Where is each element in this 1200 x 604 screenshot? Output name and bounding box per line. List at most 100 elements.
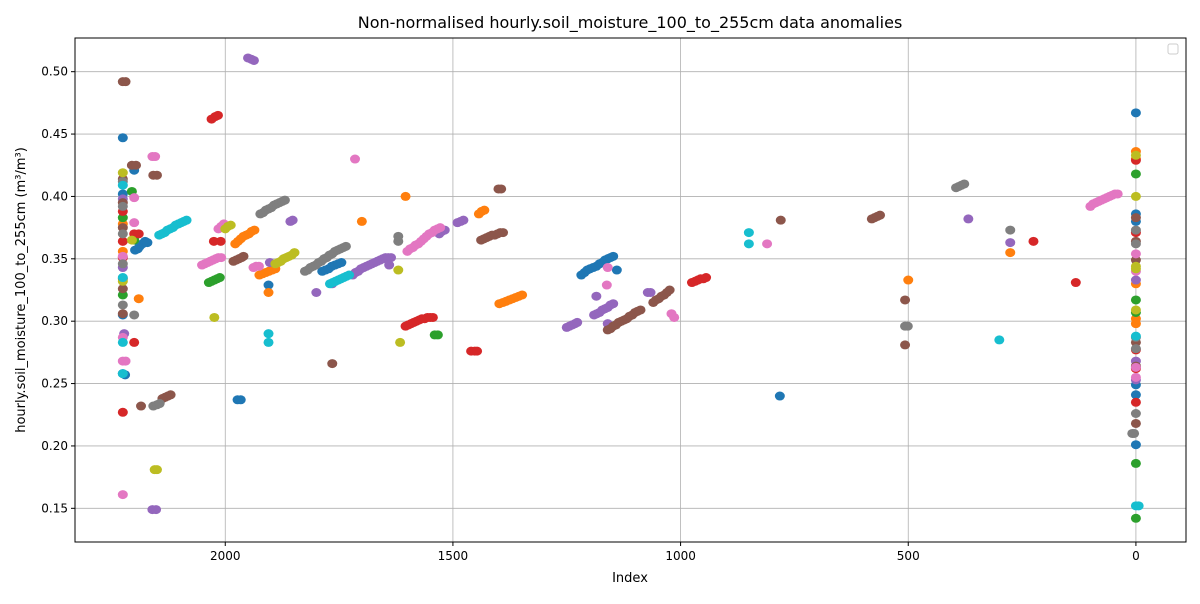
scatter-point — [165, 390, 176, 400]
scatter-point — [1130, 409, 1141, 419]
scatter-point — [150, 152, 161, 162]
scatter-point — [1130, 255, 1141, 265]
scatter-point — [209, 312, 220, 322]
scatter-point — [154, 399, 165, 409]
y-tick-label: 0.20 — [41, 439, 68, 453]
scatter-point — [1112, 189, 1123, 199]
scatter-point — [311, 287, 322, 297]
scatter-point — [775, 215, 786, 225]
scatter-point — [117, 236, 128, 246]
scatter-point — [1005, 248, 1016, 258]
scatter-point — [900, 295, 911, 305]
scatter-point — [1130, 390, 1141, 400]
scatter-point — [1130, 169, 1141, 179]
scatter-point — [289, 248, 300, 258]
scatter-point — [1130, 239, 1141, 249]
scatter-point — [117, 213, 128, 223]
y-tick-label: 0.50 — [41, 65, 68, 79]
plot-area — [75, 38, 1186, 542]
scatter-point — [572, 317, 583, 327]
scatter-point — [129, 337, 140, 347]
scatter-point — [393, 265, 404, 275]
y-tick-label: 0.45 — [41, 127, 68, 141]
scatter-point — [743, 239, 754, 249]
scatter-point — [336, 258, 347, 268]
scatter-point — [129, 218, 140, 228]
scatter-points — [117, 53, 1144, 523]
scatter-point — [645, 287, 656, 297]
scatter-point — [117, 229, 128, 239]
scatter-point — [238, 251, 249, 261]
scatter-point — [1130, 249, 1141, 259]
scatter-point — [517, 290, 528, 300]
chart-title: Non-normalised hourly.soil_moisture_100_… — [358, 13, 903, 33]
scatter-point — [1129, 428, 1140, 438]
scatter-point — [1130, 513, 1141, 523]
legend-box — [1167, 43, 1179, 55]
scatter-point — [1130, 225, 1141, 235]
grid-lines — [75, 38, 1186, 542]
scatter-point — [1130, 331, 1141, 341]
scatter-point — [133, 229, 144, 239]
scatter-point — [131, 160, 142, 170]
scatter-point — [120, 356, 131, 366]
scatter-point — [611, 265, 622, 275]
scatter-point — [384, 260, 395, 270]
scatter-point — [263, 329, 274, 339]
scatter-point — [117, 259, 128, 269]
scatter-point — [1133, 501, 1144, 511]
x-tick-label: 1000 — [665, 549, 696, 563]
scatter-point — [117, 201, 128, 211]
scatter-point — [994, 335, 1005, 345]
scatter-point — [385, 253, 396, 263]
scatter-point — [235, 395, 246, 405]
scatter-point — [1130, 264, 1141, 274]
scatter-point — [1130, 362, 1141, 372]
scatter-point — [1130, 275, 1141, 285]
scatter-point — [435, 223, 446, 233]
scatter-point — [356, 216, 367, 226]
scatter-point — [120, 77, 131, 87]
scatter-point — [393, 231, 404, 241]
scatter-point — [117, 133, 128, 143]
scatter-point — [400, 191, 411, 201]
scatter-point — [117, 284, 128, 294]
scatter-point — [498, 228, 509, 238]
y-tick-label: 0.15 — [41, 501, 68, 515]
scatter-point — [875, 210, 886, 220]
scatter-point — [1130, 397, 1141, 407]
scatter-point — [427, 312, 438, 322]
scatter-point — [1130, 150, 1141, 160]
scatter-point — [432, 330, 443, 340]
y-tick-label: 0.40 — [41, 189, 68, 203]
scatter-point — [1130, 191, 1141, 201]
scatter-point — [129, 193, 140, 203]
scatter-point — [1130, 344, 1141, 354]
scatter-point — [743, 228, 754, 238]
scatter-point — [263, 280, 274, 290]
scatter-point — [117, 337, 128, 347]
scatter-point — [963, 214, 974, 224]
scatter-point — [181, 215, 192, 225]
scatter-point — [225, 220, 236, 230]
scatter-point — [903, 275, 914, 285]
scatter-point — [117, 309, 128, 319]
scatter-point — [1130, 305, 1141, 315]
scatter-point — [216, 253, 227, 263]
scatter-point — [1005, 238, 1016, 248]
scatter-point — [151, 505, 162, 515]
scatter-point — [151, 465, 162, 475]
scatter-point — [117, 273, 128, 283]
scatter-point — [133, 294, 144, 304]
scatter-point — [117, 369, 128, 379]
scatter-point — [601, 280, 612, 290]
scatter-point — [635, 305, 646, 315]
scatter-point — [1130, 213, 1141, 223]
scatter-point — [117, 407, 128, 417]
scatter-point — [117, 223, 128, 233]
scatter-point — [608, 251, 619, 261]
x-tick-label: 2000 — [210, 549, 241, 563]
scatter-point — [287, 215, 298, 225]
